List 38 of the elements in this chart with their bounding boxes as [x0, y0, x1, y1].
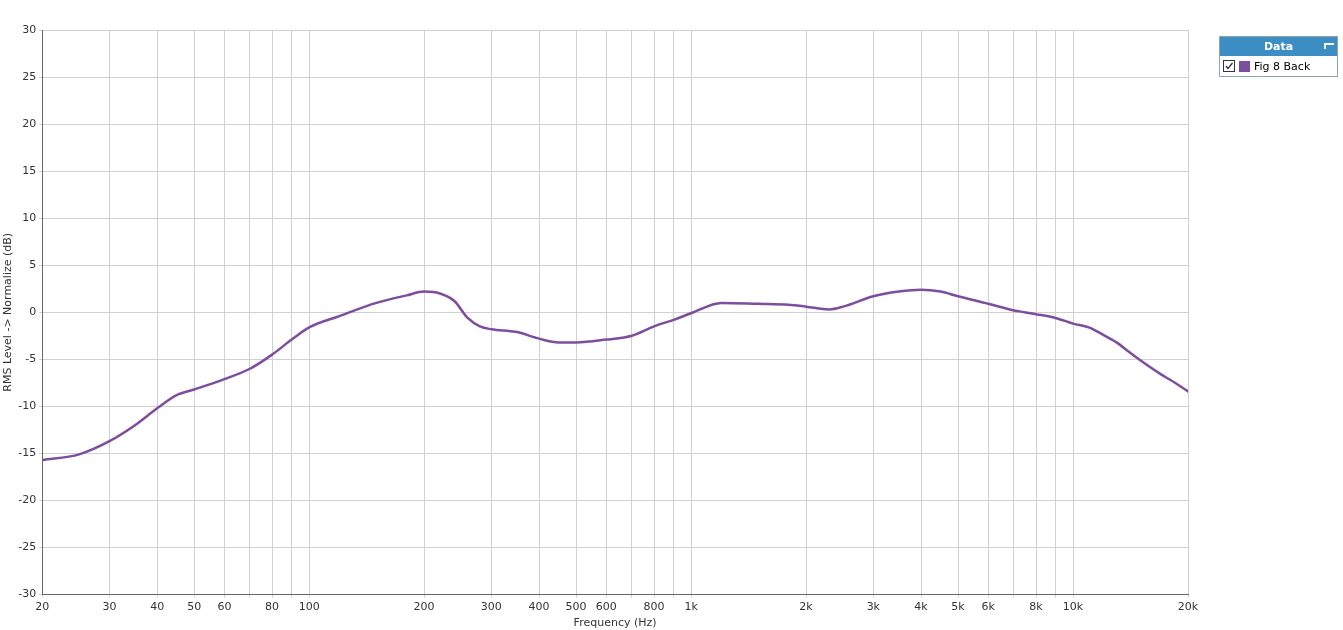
- y-tick-label: 0: [29, 305, 37, 319]
- y-tick-label: 25: [22, 69, 37, 83]
- y-axis-title: RMS Level -> Normalize (dB): [1, 232, 15, 392]
- x-tick-label: 100: [298, 600, 320, 614]
- y-tick-label: 5: [29, 258, 37, 272]
- x-tick-label: 800: [643, 600, 665, 614]
- x-tick-label: 50: [187, 600, 202, 614]
- x-tick-label: 400: [528, 600, 550, 614]
- x-tick-label: 4k: [914, 600, 929, 614]
- x-tick-label: 1k: [684, 600, 699, 614]
- x-tick-label: 60: [217, 600, 232, 614]
- x-tick-label: 10k: [1062, 600, 1084, 614]
- y-tick-label: 10: [22, 211, 37, 225]
- x-tick-label: 2k: [799, 600, 814, 614]
- x-tick-label: 6k: [981, 600, 996, 614]
- x-tick-label: 30: [102, 600, 117, 614]
- legend-title: Data: [1263, 40, 1294, 53]
- y-tick-label: -20: [18, 493, 37, 507]
- y-tick-label: -5: [25, 352, 37, 366]
- x-tick-label: 80: [265, 600, 280, 614]
- x-tick-label: 20k: [1177, 600, 1199, 614]
- y-tick-label: 20: [22, 116, 37, 130]
- y-tick-label: -10: [18, 399, 37, 413]
- y-tick-label: -30: [18, 587, 37, 601]
- x-tick-label: 500: [565, 600, 587, 614]
- x-tick-label: 200: [413, 600, 435, 614]
- x-axis-title: Frequency (Hz): [573, 616, 657, 630]
- y-tick-label: -15: [18, 446, 37, 460]
- x-tick-label: 5k: [951, 600, 966, 614]
- y-tick-label: 30: [22, 22, 37, 36]
- x-tick-label: 3k: [866, 600, 881, 614]
- x-tick-label: 8k: [1029, 600, 1044, 614]
- x-tick-label: 40: [150, 600, 165, 614]
- legend-label: Fig 8 Back: [1254, 59, 1311, 73]
- x-tick-label: 600: [595, 600, 617, 614]
- y-tick-label: -25: [18, 540, 37, 554]
- y-tick-label: 15: [22, 164, 37, 178]
- x-tick-label: 300: [480, 600, 502, 614]
